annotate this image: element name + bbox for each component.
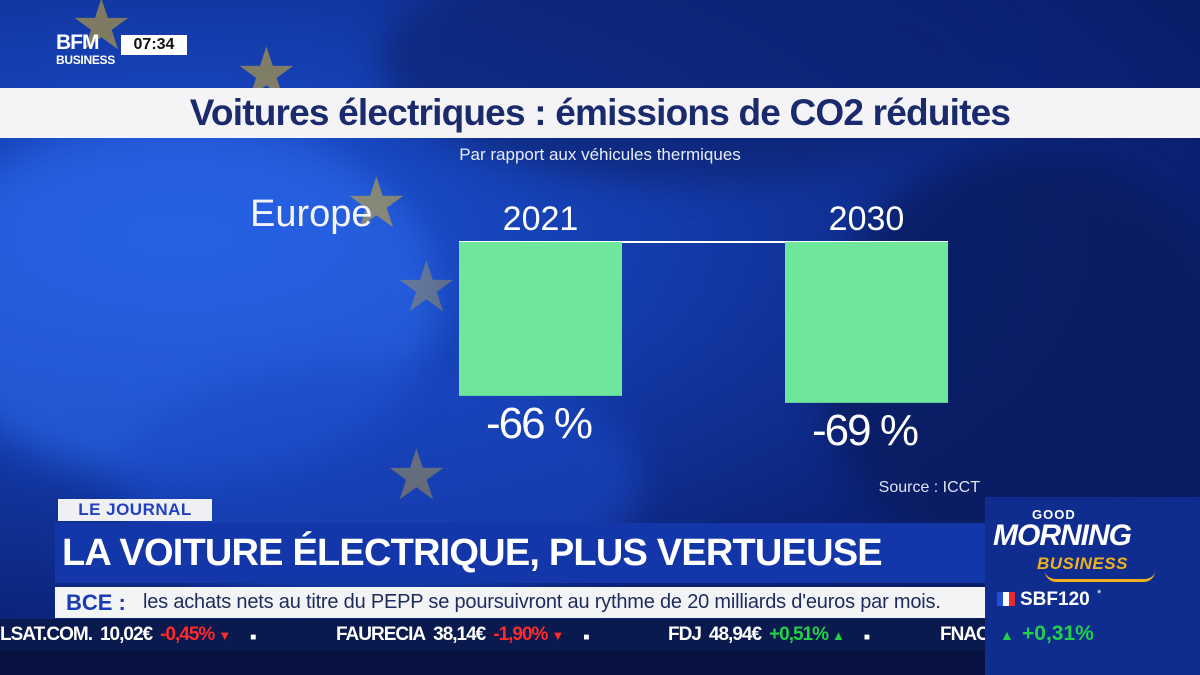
- stock-price: 48,94€: [708, 624, 762, 645]
- bar-2021: [459, 242, 622, 396]
- stock-price: 38,14€: [433, 624, 486, 645]
- ticker-label: BCE :: [66, 590, 126, 615]
- stock-name: LSAT.COM.: [0, 624, 93, 645]
- stock-item: LSAT.COM. 10,02€ -0,45% ▼ ■: [0, 619, 256, 651]
- stock-item: FAURECIA 38,14€ -1,90% ▼ ■: [336, 619, 589, 651]
- swoosh-icon: [1045, 571, 1155, 582]
- value-label: -66 %: [486, 399, 592, 448]
- show-logo: GOOD MORNING BUSINESS: [985, 497, 1200, 675]
- down-arrow-icon: ▼: [218, 628, 231, 643]
- stock-change: +0,51%: [769, 624, 829, 645]
- chart-title: Voitures électriques : émissions de CO2 …: [189, 92, 1011, 133]
- stock-name: FAURECIA: [336, 624, 426, 645]
- headline-band: [55, 523, 985, 583]
- headline: LA VOITURE ÉLECTRIQUE, PLUS VERTUEUSE: [62, 532, 883, 574]
- category-label: 2021: [503, 200, 579, 238]
- logo-business: BUSINESS: [56, 53, 115, 67]
- program-tag: LE JOURNAL: [58, 499, 212, 521]
- flag-star-icon: ★: [345, 164, 408, 242]
- separator-icon: ■: [583, 632, 589, 643]
- flag-star-icon: ★: [385, 436, 448, 514]
- logo-bfm: BFM: [56, 31, 100, 54]
- index-name: SBF120: [1020, 589, 1090, 610]
- bottom-strip: [0, 651, 985, 675]
- chart-source: Source : ICCT: [878, 479, 980, 496]
- index-change: +0,31%: [1022, 622, 1094, 645]
- chart-subtitle: Par rapport aux véhicules thermiques: [459, 145, 741, 164]
- up-arrow-icon: ▲: [832, 628, 845, 643]
- flag-star-icon: ★: [395, 248, 458, 326]
- stock-change: -1,90%: [493, 624, 548, 645]
- stock-change: -0,45%: [160, 624, 215, 645]
- stock-price: 10,02€: [99, 624, 153, 645]
- stock-item: FDJ 48,94€ +0,51% ▲ ■: [668, 619, 870, 651]
- france-flag-icon: [997, 592, 1015, 606]
- ticker-text: les achats nets au titre du PEPP se pour…: [143, 591, 941, 613]
- stock-name: FNAC: [940, 624, 990, 645]
- index-marker: *: [1097, 588, 1102, 600]
- separator-icon: ■: [250, 632, 256, 643]
- title-band: [0, 88, 1200, 138]
- stock-name: FDJ: [668, 624, 702, 645]
- stock-item: FNAC: [940, 619, 990, 651]
- down-arrow-icon: ▼: [551, 628, 564, 643]
- separator-icon: ■: [863, 632, 870, 643]
- bar-2030: [785, 242, 948, 403]
- up-arrow-icon: ▲: [1000, 627, 1014, 643]
- chart-region: Europe: [250, 193, 373, 235]
- show-logo-good: GOOD: [1032, 507, 1076, 522]
- channel-logo: BFM BUSINESS: [56, 31, 118, 73]
- show-logo-morning: MORNING: [993, 519, 1132, 552]
- value-label: -69 %: [812, 406, 918, 455]
- category-label: 2030: [829, 200, 905, 238]
- news-ticker-band: [55, 587, 985, 618]
- show-logo-business: BUSINESS: [1037, 554, 1128, 573]
- clock: 07:34: [121, 35, 187, 55]
- stock-ticker-band: [0, 619, 985, 651]
